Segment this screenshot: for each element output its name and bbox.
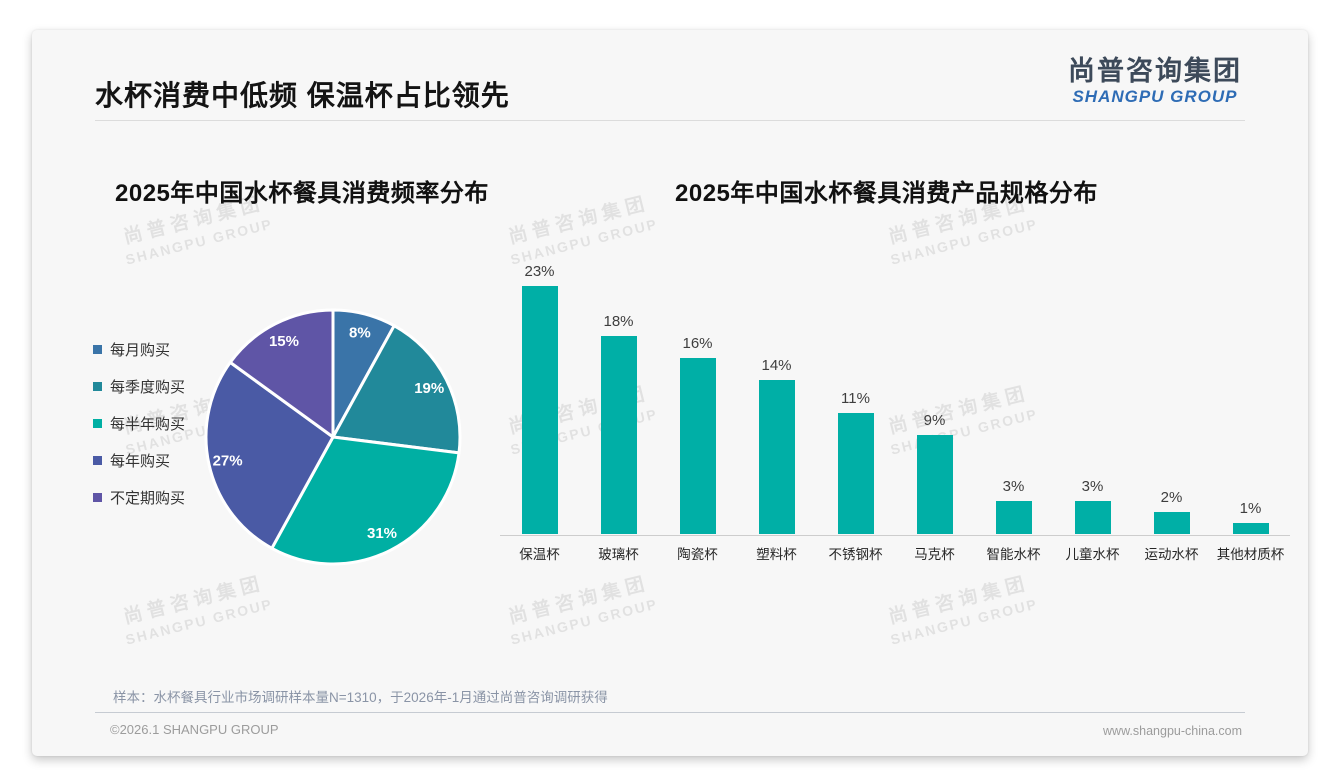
legend-label: 每月购买: [110, 342, 171, 359]
pie-slice-label: 15%: [269, 333, 299, 350]
bar: [758, 380, 795, 534]
bar-value-label: 23%: [524, 263, 555, 280]
bar-category-label: 智能水杯: [986, 547, 1041, 562]
bar-value-label: 14%: [761, 357, 792, 374]
watermark-english-text: SHANGPU GROUP: [888, 215, 1040, 268]
pie-slice-label: 19%: [414, 380, 444, 397]
bar-column: 18% 玻璃杯: [579, 263, 658, 565]
bar: [995, 501, 1032, 534]
bar-category-label: 运动水杯: [1144, 547, 1199, 562]
legend-label: 每季度购买: [110, 379, 186, 396]
bar-value-label: 16%: [682, 335, 713, 352]
bar-column: 1% 其他材质杯: [1211, 263, 1290, 565]
legend-swatch: [93, 345, 102, 354]
watermark-english-text: SHANGPU GROUP: [888, 595, 1040, 648]
bar-column: 2% 运动水杯: [1132, 263, 1211, 565]
brand-watermark: 尚普咨询集团 SHANGPU GROUP: [882, 567, 1040, 648]
bar-column: 3% 儿童水杯: [1053, 263, 1132, 565]
legend-label: 不定期购买: [110, 490, 186, 507]
watermark-chinese-text: 尚普咨询集团: [121, 573, 267, 629]
company-logo: 尚普咨询集团 SHANGPU GROUP: [1068, 56, 1242, 106]
bar-value-label: 18%: [603, 313, 634, 330]
bar: [521, 286, 558, 535]
bar: [916, 435, 953, 534]
watermark-english-text: SHANGPU GROUP: [508, 595, 660, 648]
pie-slice: [204, 360, 335, 550]
bar-category-label: 其他材质杯: [1216, 547, 1285, 562]
bar-value-label: 11%: [841, 390, 870, 407]
brand-watermark: 尚普咨询集团 SHANGPU GROUP: [502, 567, 660, 648]
bar-value-label: 1%: [1239, 500, 1262, 517]
bar-category-label: 马克杯: [914, 547, 955, 562]
header-divider: [95, 120, 1245, 121]
bar-category-label: 玻璃杯: [598, 547, 639, 562]
watermark-english-text: SHANGPU GROUP: [508, 215, 660, 268]
bar-column: 9% 马克杯: [895, 263, 974, 565]
legend-item: 每半年购买: [93, 412, 185, 435]
pie-slice: [331, 324, 462, 455]
bar: [837, 413, 874, 534]
pie-legend: 每月购买每季度购买每半年购买每年购买不定期购买: [93, 338, 185, 509]
bar-chart: 23% 保温杯 18% 玻璃杯 16% 陶瓷杯 14% 塑料杯 11% 不锈钢杯 9% 马克杯 3% 智能…: [500, 263, 1290, 565]
legend-swatch: [93, 419, 102, 428]
watermark-english-text: SHANGPU GROUP: [123, 595, 275, 648]
legend-swatch: [93, 456, 102, 465]
bar: [1153, 512, 1190, 534]
legend-label: 每年购买: [110, 453, 171, 470]
page-title: 水杯消费中低频 保温杯占比领先: [95, 80, 510, 111]
legend-item: 每季度购买: [93, 375, 185, 398]
brand-watermark: 尚普咨询集团 SHANGPU GROUP: [502, 187, 660, 268]
bar-value-label: 3%: [1081, 478, 1104, 495]
bar-column: 23% 保温杯: [500, 263, 579, 565]
watermark-chinese-text: 尚普咨询集团: [886, 573, 1032, 629]
sample-note: 样本：水杯餐具行业市场调研样本量N=1310，于2026年-1月通过尚普咨询调研…: [113, 690, 608, 705]
legend-swatch: [93, 382, 102, 391]
bar-category-label: 保温杯: [519, 547, 560, 563]
brand-watermark: 尚普咨询集团 SHANGPU GROUP: [117, 567, 275, 648]
bar-column: 14% 塑料杯: [737, 263, 816, 565]
pie-slice: [228, 308, 335, 439]
bar-value-label: 2%: [1160, 489, 1183, 506]
x-axis-line: [500, 535, 1290, 536]
pie-chart: 8% 19% 31% 27% 15%: [204, 308, 462, 566]
pie-chart-title: 2025年中国水杯餐具消费频率分布: [115, 180, 489, 207]
bar: [1232, 523, 1269, 534]
legend-label: 每半年购买: [110, 416, 186, 433]
footer-divider: [95, 712, 1245, 713]
bar-column: 11% 不锈钢杯: [816, 263, 895, 565]
bar-category-label: 塑料杯: [756, 547, 797, 562]
bar-category-label: 不锈钢杯: [828, 547, 883, 562]
copyright-text: ©2026.1 SHANGPU GROUP: [110, 722, 279, 737]
pie-slice-label: 8%: [349, 324, 371, 341]
watermark-chinese-text: 尚普咨询集团: [506, 193, 652, 249]
bar-column: 16% 陶瓷杯: [658, 263, 737, 565]
bar: [679, 358, 716, 534]
watermark-english-text: SHANGPU GROUP: [123, 215, 275, 268]
bar-value-label: 3%: [1002, 478, 1025, 495]
logo-chinese-text: 尚普咨询集团: [1068, 56, 1242, 86]
bar-column: 3% 智能水杯: [974, 263, 1053, 565]
bar: [600, 336, 637, 534]
bar-category-label: 陶瓷杯: [677, 547, 718, 562]
pie-slice: [270, 435, 461, 566]
bar: [1074, 501, 1111, 534]
slide-card: 水杯消费中低频 保温杯占比领先 尚普咨询集团 SHANGPU GROUP 尚普咨…: [32, 30, 1308, 756]
legend-item: 每年购买: [93, 449, 185, 472]
pie-slice-label: 27%: [213, 453, 243, 470]
website-url: www.shangpu-china.com: [1103, 724, 1242, 738]
watermark-chinese-text: 尚普咨询集团: [506, 573, 652, 629]
legend-item: 每月购买: [93, 338, 185, 361]
bar-chart-title: 2025年中国水杯餐具消费产品规格分布: [675, 180, 1098, 207]
legend-item: 不定期购买: [93, 486, 185, 509]
bar-category-label: 儿童水杯: [1065, 547, 1120, 562]
legend-swatch: [93, 493, 102, 502]
pie-slice-label: 31%: [367, 525, 397, 542]
bar-value-label: 9%: [923, 412, 946, 429]
logo-english-text: SHANGPU GROUP: [1072, 86, 1238, 106]
